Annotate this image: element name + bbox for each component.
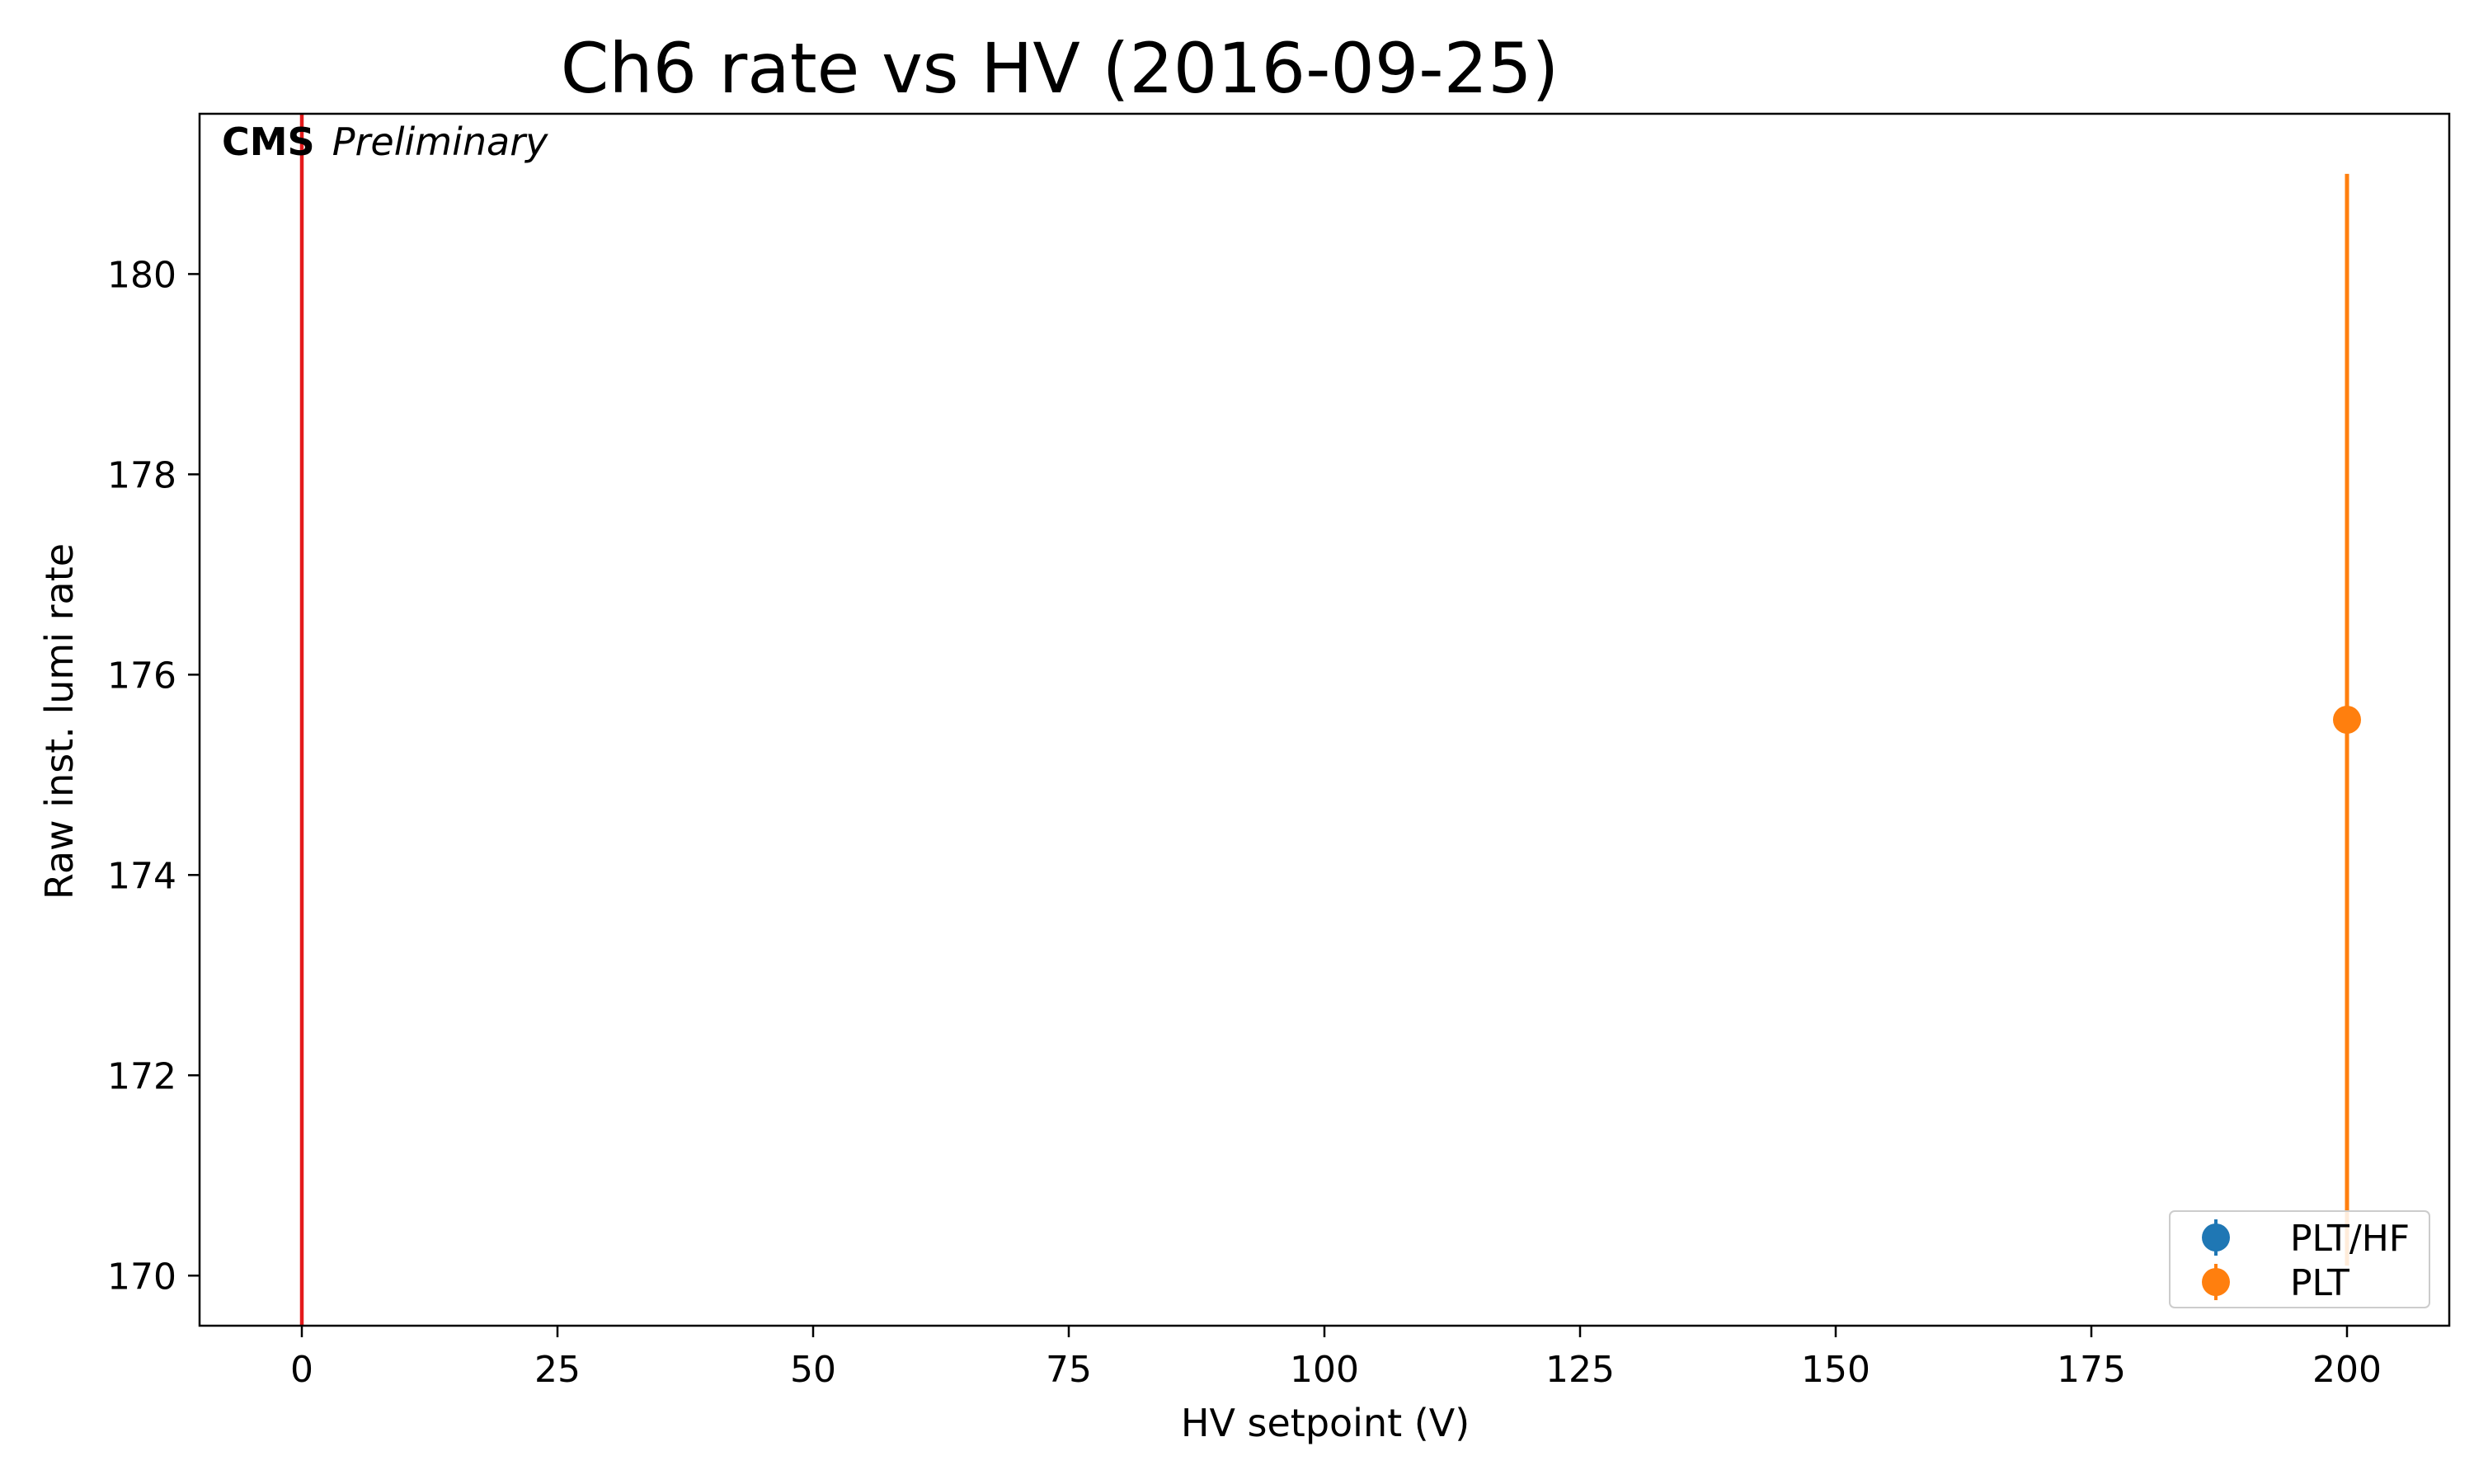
- x-tick-label: 0: [290, 1349, 313, 1391]
- legend-label: PLT: [2290, 1262, 2349, 1304]
- x-tick-label: 75: [1046, 1349, 1092, 1391]
- y-tick-label: 174: [107, 855, 176, 897]
- x-tick-label: 175: [2057, 1349, 2126, 1391]
- x-tick-label: 125: [1545, 1349, 1615, 1391]
- y-tick-label: 170: [107, 1256, 176, 1298]
- y-axis-ticks: 170 172 174 176 178 180: [107, 254, 200, 1298]
- y-tick-label: 180: [107, 254, 176, 296]
- x-tick-label: 200: [2312, 1349, 2382, 1391]
- x-tick-label: 25: [534, 1349, 581, 1391]
- preliminary-label: Preliminary: [332, 120, 548, 164]
- chart-title: Ch6 rate vs HV (2016-09-25): [561, 28, 1559, 109]
- cms-preliminary-annotation: CMS Preliminary: [222, 120, 548, 164]
- y-tick-label: 172: [107, 1055, 176, 1097]
- legend-marker: [2202, 1268, 2230, 1296]
- legend-box: [2169, 1210, 2430, 1308]
- y-tick-label: 176: [107, 655, 176, 697]
- y-axis-label: Raw inst. lumi rate: [37, 543, 82, 899]
- cms-label: CMS: [222, 120, 315, 164]
- x-axis-ticks: 0 25 50 75 100 125 150 175 200: [290, 1326, 2382, 1391]
- x-tick-label: 50: [790, 1349, 836, 1391]
- x-tick-label: 100: [1290, 1349, 1359, 1391]
- legend-label: PLT/HF: [2290, 1218, 2410, 1260]
- data-point: [2333, 706, 2361, 734]
- x-axis-label: HV setpoint (V): [1181, 1401, 1470, 1445]
- legend-marker: [2202, 1223, 2230, 1252]
- x-tick-label: 150: [1801, 1349, 1870, 1391]
- plot-area: [198, 112, 2451, 1327]
- axes-frame: [198, 112, 2451, 1327]
- y-tick-label: 178: [107, 454, 176, 496]
